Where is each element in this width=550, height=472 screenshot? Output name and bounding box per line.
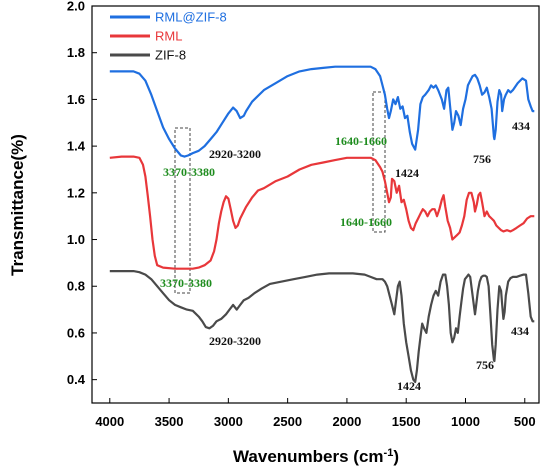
annotations: 2920-3200 3370-3380 1640-1660 1424 756 434 164… (160, 119, 530, 393)
y-tick-label: 1.6 (67, 92, 85, 107)
annotation-label: 756 (476, 358, 494, 372)
series-line-rml-zif-8 (109, 65, 535, 158)
annotation-label: 434 (511, 324, 529, 338)
x-axis-title: Wavenumbers (cm-1) (233, 447, 399, 466)
x-tick-label: 500 (514, 414, 536, 429)
y-tick-label: 1.8 (67, 45, 85, 60)
y-tick-label: 1.2 (67, 185, 85, 200)
highlight-box-3370-3380 (174, 127, 191, 294)
legend-label: RML@ZIF-8 (155, 10, 227, 25)
x-tick-label: 3500 (155, 414, 184, 429)
legend-label: ZIF-8 (155, 48, 186, 63)
axis-ticks: 4000 3500 3000 2500 2000 1500 1000 500 0.4 0.6 0.8… (67, 0, 536, 429)
x-tick-label: 2000 (332, 414, 361, 429)
x-tick-label: 3000 (214, 414, 243, 429)
series-line-rml (109, 155, 535, 270)
x-tick-label: 2500 (273, 414, 302, 429)
y-tick-label: 0.8 (67, 279, 85, 294)
y-tick-label: 1.0 (67, 232, 85, 247)
legend-label: RML (155, 29, 182, 44)
annotation-label: 1424 (397, 379, 421, 393)
annotation-label: 3370-3380 (160, 276, 212, 290)
highlight-regions (174, 91, 386, 294)
y-tick-label: 2.0 (67, 0, 85, 14)
annotation-label: 1640-1660 (335, 134, 387, 148)
y-axis-title: Transmittance(%) (8, 134, 27, 276)
highlight-box-1640-1660 (372, 91, 386, 233)
y-tick-label: 0.6 (67, 325, 85, 340)
y-tick-label: 0.4 (67, 372, 86, 387)
series-line-zif-8 (109, 270, 535, 384)
annotation-label: 2920-3200 (209, 147, 261, 161)
legend: RML@ZIF-8 RML ZIF-8 (110, 10, 227, 63)
annotation-label: 1424 (395, 166, 419, 180)
annotation-label: 3370-3380 (163, 165, 215, 179)
annotation-label: 2920-3200 (209, 334, 261, 348)
annotation-label: 756 (473, 152, 491, 166)
x-tick-label: 4000 (95, 414, 124, 429)
plot-frame (91, 5, 540, 404)
annotation-label: 1640-1660 (340, 215, 392, 229)
x-tick-label: 1500 (392, 414, 421, 429)
series-layer (109, 65, 535, 384)
annotation-label: 434 (512, 119, 530, 133)
x-tick-label: 1000 (451, 414, 480, 429)
y-tick-label: 1.4 (67, 139, 86, 154)
